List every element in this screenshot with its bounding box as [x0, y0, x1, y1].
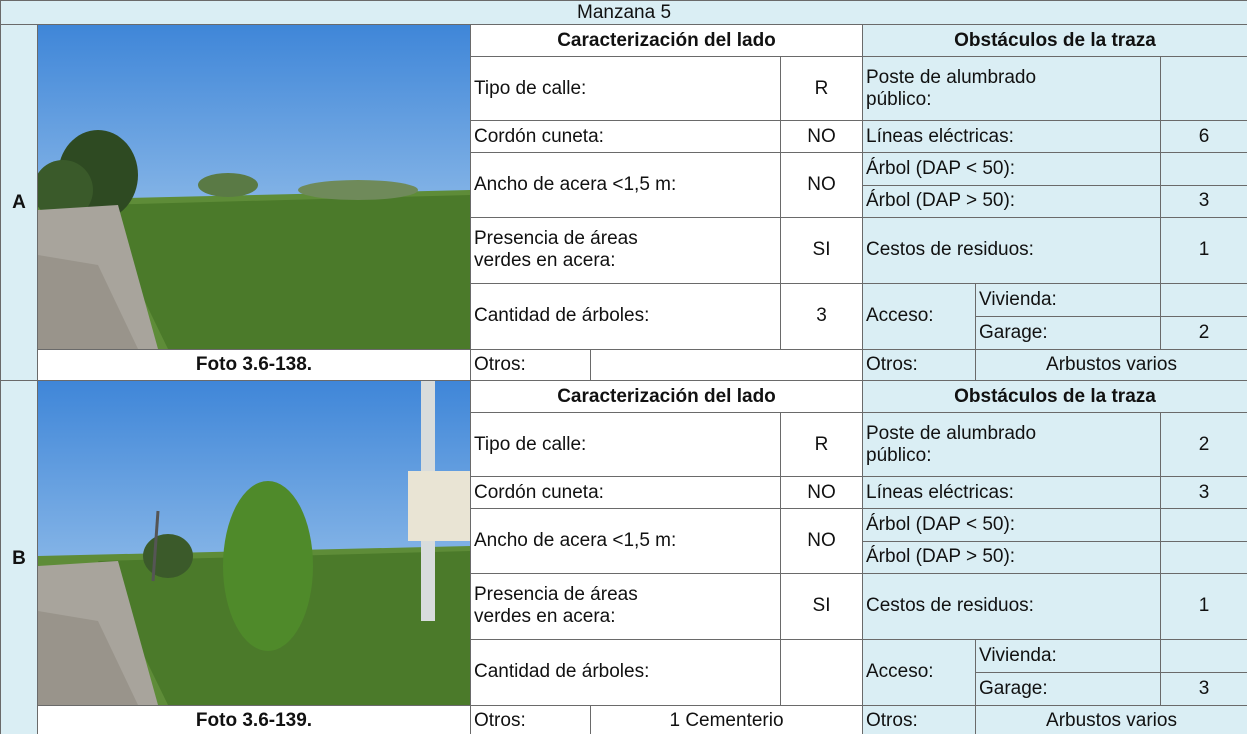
field-label: Cantidad de árboles: — [470, 638, 781, 706]
field-value: 1 — [1159, 572, 1247, 640]
field-value — [590, 349, 863, 381]
field-label: Tipo de calle: — [470, 56, 781, 121]
field-label: Otros: — [470, 705, 591, 734]
field-value: Arbustos varios — [974, 349, 1247, 381]
field-label: Líneas eléctricas: — [862, 120, 1161, 153]
field-label: Poste de alumbrado público: — [862, 412, 1161, 477]
field-value: 3 — [1159, 184, 1247, 218]
field-label: Otros: — [470, 349, 591, 381]
field-label: Acceso: — [862, 282, 976, 350]
field-value: NO — [780, 476, 863, 509]
table-row: Garage: 2 — [1, 316, 1247, 350]
table-row: Tipo de calle: R Poste de alumbrado públic… — [1, 56, 1247, 121]
field-value: 3 — [780, 282, 863, 350]
field-value — [1159, 540, 1247, 574]
field-value: SI — [780, 216, 863, 284]
section-heading: Caracterización del lado — [470, 24, 863, 57]
table-row: Cantidad de árboles: Acceso: Vivienda: — [1, 638, 1247, 706]
field-value: 3 — [1159, 672, 1247, 706]
header-row: Manzana 5 — [0, 0, 1247, 25]
photo — [38, 25, 470, 349]
table-row: Ancho de acera <1,5 m: NO Árbol (DAP < 50)… — [1, 508, 1247, 574]
field-value: 1 Cementerio — [590, 705, 863, 734]
field-label: Acceso: — [862, 638, 976, 706]
field-label: Garage: — [975, 316, 1161, 350]
photo-cell — [37, 24, 471, 350]
field-label: Garage: — [975, 672, 1161, 706]
field-label: Líneas eléctricas: — [862, 476, 1161, 509]
section-heading: Obstáculos de la traza — [861, 24, 1247, 57]
field-value: 2 — [1159, 412, 1247, 477]
field-label: Cestos de residuos: — [862, 572, 1161, 640]
table-row: Presencia de áreas verdes en acera: SI Ces… — [1, 216, 1247, 284]
field-value — [1159, 508, 1247, 542]
field-value — [1159, 152, 1247, 186]
section-heading: Obstáculos de la traza — [861, 380, 1247, 413]
field-value: 6 — [1159, 120, 1247, 153]
field-label: Ancho de acera <1,5 m: — [470, 152, 781, 218]
field-value: 2 — [1159, 316, 1247, 350]
photo-caption: Foto 3.6-139. — [37, 705, 471, 734]
field-label: Otros: — [862, 349, 976, 381]
field-value: NO — [780, 120, 863, 153]
field-value: 3 — [1159, 476, 1247, 509]
field-label: Tipo de calle: — [470, 412, 781, 477]
section-label: B — [0, 380, 38, 734]
table-row: Cordón cuneta: NO Líneas eléctricas: 3 — [1, 476, 1247, 509]
field-value — [1159, 282, 1247, 317]
field-value: R — [780, 412, 863, 477]
section-heading: Caracterización del lado — [470, 380, 863, 413]
field-label: Árbol (DAP > 50): — [862, 540, 1161, 574]
field-label: Presencia de áreas verdes en acera: — [470, 572, 781, 640]
table-row: A Caracterización del lado Obstáculos de … — [0, 24, 1247, 381]
field-label: Presencia de áreas verdes en acera: — [470, 216, 781, 284]
table-row: Árbol (DAP > 50): — [1, 540, 1247, 574]
section-label: A — [0, 24, 38, 381]
field-value: SI — [780, 572, 863, 640]
field-label: Cordón cuneta: — [470, 120, 781, 153]
table-row: Tipo de calle: R Poste de alumbrado públic… — [1, 412, 1247, 477]
field-label: Otros: — [862, 705, 976, 734]
table-row: Foto 3.6-138. Otros: Otros: Arbustos varios — [1, 349, 1247, 381]
field-value: NO — [780, 152, 863, 218]
field-label: Ancho de acera <1,5 m: — [470, 508, 781, 574]
photo — [38, 381, 470, 705]
field-label: Árbol (DAP > 50): — [862, 184, 1161, 218]
table-row: Presencia de áreas verdes en acera: SI Ces… — [1, 572, 1247, 640]
photo-cell — [37, 380, 471, 706]
field-value — [1159, 56, 1247, 121]
field-value: R — [780, 56, 863, 121]
table-row: Cantidad de árboles: 3 Acceso: Vivienda: — [1, 282, 1247, 350]
field-value — [1159, 638, 1247, 673]
field-label: Vivienda: — [975, 638, 1161, 673]
field-label: Cestos de residuos: — [862, 216, 1161, 284]
field-value: NO — [780, 508, 863, 574]
table-row: Foto 3.6-139. Otros: 1 Cementerio Otros: Arb… — [1, 705, 1247, 734]
field-label: Poste de alumbrado público: — [862, 56, 1161, 121]
field-value — [780, 638, 863, 706]
field-value: Arbustos varios — [974, 705, 1247, 734]
field-label: Cordón cuneta: — [470, 476, 781, 509]
field-label: Árbol (DAP < 50): — [862, 508, 1161, 542]
field-value: 1 — [1159, 216, 1247, 284]
field-label: Árbol (DAP < 50): — [862, 152, 1161, 186]
table-row: Ancho de acera <1,5 m: NO Árbol (DAP < 50)… — [1, 152, 1247, 218]
table-row: B Caracterización del lado Obstáculos de … — [0, 380, 1247, 734]
table-row: Cordón cuneta: NO Líneas eléctricas: 6 — [1, 120, 1247, 153]
title: Manzana 5 — [0, 0, 1247, 25]
field-label: Cantidad de árboles: — [470, 282, 781, 350]
photo-caption: Foto 3.6-138. — [37, 349, 471, 381]
field-label: Vivienda: — [975, 282, 1161, 317]
